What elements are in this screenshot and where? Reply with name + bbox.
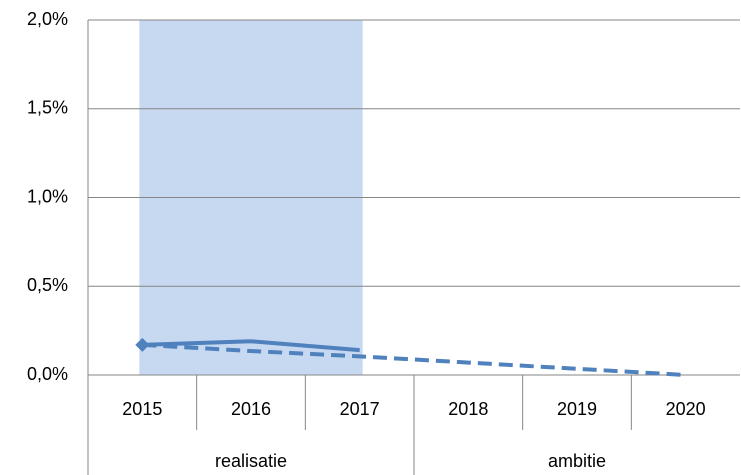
x-tick-label: 2019 xyxy=(557,399,597,419)
x-tick-label: 2020 xyxy=(666,399,706,419)
y-tick-label: 0,0% xyxy=(27,364,68,384)
x-tick-label: 2015 xyxy=(122,399,162,419)
group-label: realisatie xyxy=(215,451,287,471)
series-line xyxy=(142,342,686,377)
y-tick-label: 1,0% xyxy=(27,186,68,206)
series-line xyxy=(142,339,360,353)
y-tick-label: 2,0% xyxy=(27,9,68,29)
x-tick-label: 2017 xyxy=(340,399,380,419)
group-label: ambitie xyxy=(548,451,606,471)
y-tick-label: 1,5% xyxy=(27,98,68,118)
y-tick-label: 0,5% xyxy=(27,275,68,295)
x-tick-label: 2016 xyxy=(231,399,271,419)
x-tick-label: 2018 xyxy=(448,399,488,419)
